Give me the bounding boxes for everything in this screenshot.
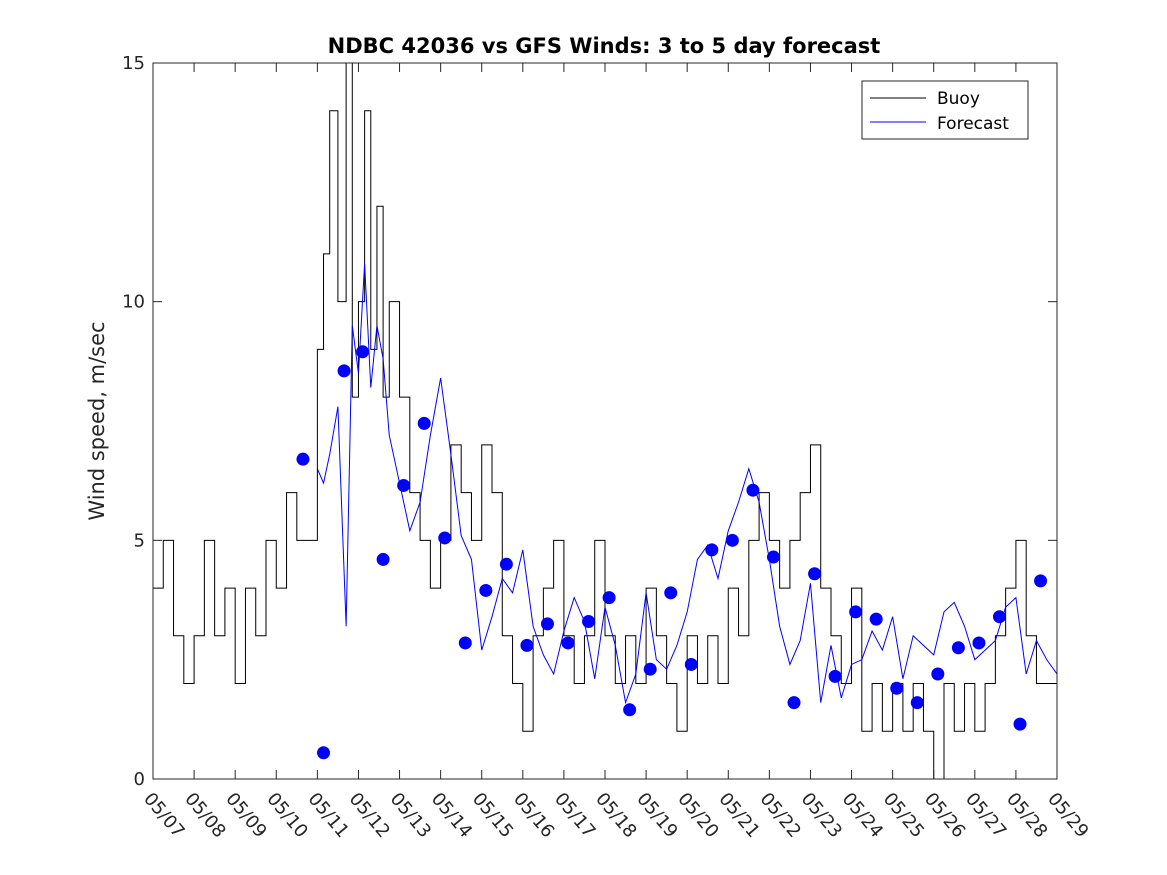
forecast-marker bbox=[910, 696, 924, 710]
axes-frame bbox=[152, 62, 1058, 780]
forecast-marker bbox=[725, 533, 739, 547]
x-tick-label: 05/18 bbox=[591, 789, 640, 842]
forecast-marker bbox=[643, 662, 657, 676]
forecast-marker bbox=[356, 345, 370, 359]
x-tick-label: 05/08 bbox=[180, 789, 229, 842]
forecast-marker bbox=[951, 641, 965, 655]
legend: Buoy Forecast bbox=[861, 80, 1029, 140]
forecast-marker bbox=[684, 657, 698, 671]
forecast-marker bbox=[458, 636, 472, 650]
forecast-marker bbox=[972, 636, 986, 650]
x-tick-label: 05/09 bbox=[221, 789, 270, 842]
forecast-marker bbox=[890, 681, 904, 695]
forecast-marker bbox=[664, 586, 678, 600]
forecast-marker bbox=[1034, 574, 1048, 588]
x-tick-label: 05/17 bbox=[550, 789, 599, 842]
x-tick-label: 05/24 bbox=[838, 789, 887, 842]
forecast-marker bbox=[417, 416, 431, 430]
x-tick-label: 05/28 bbox=[1002, 789, 1051, 842]
y-tick-label: 5 bbox=[134, 530, 145, 551]
forecast-marker bbox=[808, 567, 822, 581]
x-tick-label: 05/07 bbox=[139, 789, 188, 842]
x-tick-label: 05/23 bbox=[797, 789, 846, 842]
x-tick-label: 05/29 bbox=[1043, 789, 1092, 842]
forecast-marker bbox=[438, 531, 452, 545]
forecast-marker bbox=[520, 638, 534, 652]
forecast-marker bbox=[479, 583, 493, 597]
x-tick-label: 05/22 bbox=[756, 789, 805, 842]
axes: 05101505/0705/0805/0905/1005/1105/1205/1… bbox=[122, 53, 1093, 842]
x-tick-label: 05/19 bbox=[632, 789, 681, 842]
y-tick-label: 10 bbox=[122, 292, 145, 313]
forecast-marker bbox=[869, 612, 883, 626]
forecast-marker bbox=[992, 610, 1006, 624]
forecast-marker bbox=[561, 636, 575, 650]
forecast-marker bbox=[849, 605, 863, 619]
forecast-marker bbox=[582, 614, 596, 628]
x-tick-label: 05/25 bbox=[879, 789, 928, 842]
x-tick-label: 05/13 bbox=[386, 789, 435, 842]
x-tick-label: 05/27 bbox=[961, 789, 1010, 842]
forecast-marker bbox=[746, 483, 760, 497]
x-tick-label: 05/16 bbox=[509, 789, 558, 842]
forecast-marker bbox=[1013, 717, 1027, 731]
x-tick-label: 05/10 bbox=[262, 789, 311, 842]
x-tick-label: 05/15 bbox=[468, 789, 517, 842]
series-forecast-line bbox=[316, 263, 1057, 705]
forecast-marker bbox=[705, 543, 719, 557]
x-tick-label: 05/20 bbox=[673, 789, 722, 842]
forecast-marker bbox=[931, 667, 945, 681]
y-tick-label: 0 bbox=[134, 769, 145, 790]
forecast-marker bbox=[623, 703, 637, 717]
forecast-marker bbox=[602, 591, 616, 605]
y-tick-label: 15 bbox=[122, 53, 145, 74]
forecast-marker bbox=[296, 452, 310, 466]
forecast-marker bbox=[540, 617, 554, 631]
forecast-marker bbox=[376, 552, 390, 566]
forecast-marker bbox=[317, 746, 331, 760]
chart-title: NDBC 42036 vs GFS Winds: 3 to 5 day fore… bbox=[328, 34, 881, 58]
x-tick-label: 05/26 bbox=[920, 789, 969, 842]
x-tick-label: 05/12 bbox=[345, 789, 394, 842]
forecast-marker bbox=[828, 669, 842, 683]
series-buoy-line bbox=[153, 63, 1057, 779]
legend-buoy-label: Buoy bbox=[937, 89, 980, 109]
forecast-marker bbox=[499, 557, 513, 571]
forecast-marker bbox=[787, 696, 801, 710]
plot-area bbox=[153, 63, 1057, 779]
legend-forecast-label: Forecast bbox=[937, 114, 1009, 134]
forecast-marker bbox=[337, 364, 351, 378]
x-tick-label: 05/11 bbox=[304, 789, 353, 842]
x-tick-label: 05/14 bbox=[427, 789, 476, 842]
forecast-marker bbox=[397, 478, 411, 492]
x-tick-label: 05/21 bbox=[714, 789, 763, 842]
y-axis-label: Wind speed, m/sec bbox=[85, 321, 109, 520]
legend-box bbox=[861, 80, 1029, 140]
forecast-marker bbox=[766, 550, 780, 564]
